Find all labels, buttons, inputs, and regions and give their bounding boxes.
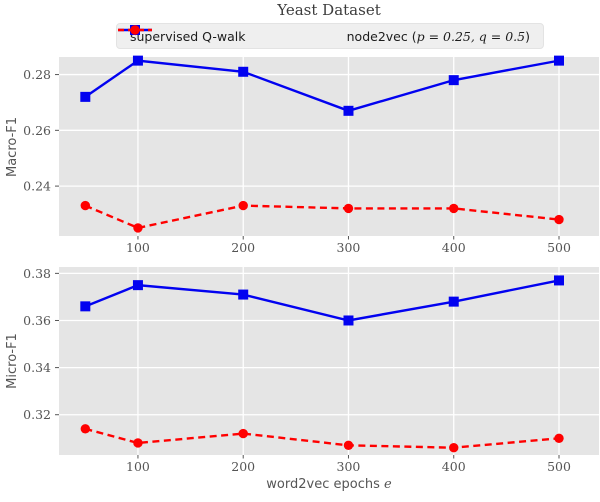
legend: supervised Q-walk node2vec (p = 0.25, q … xyxy=(116,23,544,49)
y-tick-label: 0.26 xyxy=(23,123,51,138)
legend-label: node2vec (p = 0.25, q = 0.5) xyxy=(346,28,530,44)
series-line-supervised-q-walk xyxy=(84,59,560,113)
y-tick-label: 0.34 xyxy=(23,360,51,375)
y-tick-label: 0.28 xyxy=(23,67,51,82)
series-line-node2vec xyxy=(84,204,560,230)
micro-f1-subplot: 100 200 300 400 500 0.32 0.34 0.36 0.38 xyxy=(23,266,599,474)
data-point-circle xyxy=(133,438,143,448)
data-point-square xyxy=(238,289,249,300)
x-tick-label: 200 xyxy=(231,240,255,255)
data-point-square xyxy=(132,280,143,291)
data-point-square xyxy=(448,75,459,86)
x-tick-label: 400 xyxy=(442,240,466,255)
series-line-node2vec xyxy=(85,427,560,449)
data-point-circle xyxy=(343,203,354,214)
data-point-square xyxy=(554,275,564,286)
data-point-circle xyxy=(343,440,354,451)
data-point-square xyxy=(238,66,249,77)
data-point-circle xyxy=(238,200,248,211)
macro-f1-subplot: 100 200 300 400 500 0.24 0.26 0.28 xyxy=(23,55,599,255)
data-point-square xyxy=(80,91,91,102)
x-tick-label: 500 xyxy=(547,459,571,474)
data-point-circle xyxy=(238,428,248,439)
x-axis-label: word2vec epochs e xyxy=(266,477,392,492)
y-tick-label: 0.36 xyxy=(23,313,51,328)
data-point-square xyxy=(343,315,354,326)
data-point-square xyxy=(448,296,459,307)
y-axis-label-macro-f1: Macro-F1 xyxy=(5,116,20,178)
legend-entry-node2vec: node2vec (p = 0.25, q = 0.5) xyxy=(118,25,530,44)
data-point-circle xyxy=(80,424,91,434)
x-tick-label: 500 xyxy=(547,240,571,255)
data-point-square xyxy=(132,55,143,66)
x-tick-label: 100 xyxy=(126,240,150,255)
data-point-circle xyxy=(449,203,459,214)
legend-label: supervised Q-walk xyxy=(130,28,246,44)
legend-marker-circle xyxy=(130,25,140,35)
y-axis-label-micro-f1: Micro-F1 xyxy=(5,333,20,389)
data-point-circle xyxy=(133,223,143,233)
y-tick-label: 0.38 xyxy=(23,266,51,281)
data-point-square xyxy=(80,301,91,312)
data-point-square xyxy=(343,105,354,116)
data-point-circle xyxy=(449,442,459,453)
x-tick-label: 400 xyxy=(442,459,466,474)
y-tick-label: 0.24 xyxy=(23,179,51,194)
x-tick-label: 300 xyxy=(337,459,361,474)
plot-background xyxy=(59,57,599,236)
x-tick-label: 100 xyxy=(126,459,150,474)
data-point-circle xyxy=(554,214,564,225)
x-tick-label: 200 xyxy=(231,459,255,474)
data-point-circle xyxy=(80,200,91,211)
series-line-supervised-q-walk xyxy=(84,279,560,322)
data-point-circle xyxy=(554,433,564,443)
node2vec-line-sample-icon xyxy=(118,25,152,35)
chart-title: Yeast Dataset xyxy=(277,1,381,19)
data-point-square xyxy=(554,55,564,66)
y-tick-label: 0.32 xyxy=(23,407,51,422)
plot-background xyxy=(59,267,599,455)
x-tick-label: 300 xyxy=(337,240,361,255)
